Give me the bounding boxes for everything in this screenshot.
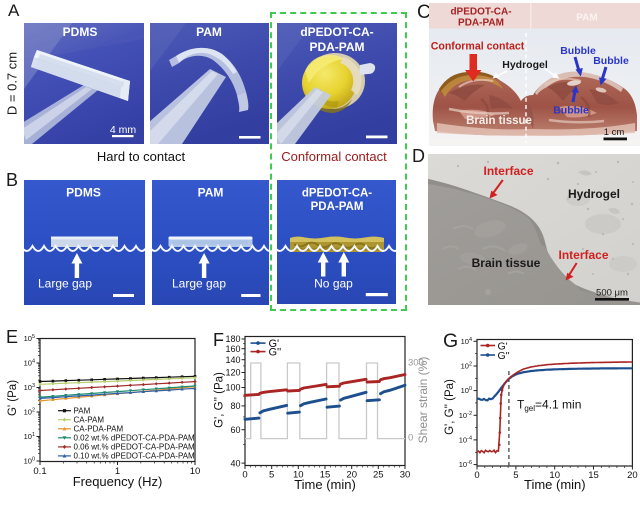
svg-text:PAM: PAM (196, 25, 222, 39)
svg-text:10: 10 (190, 466, 201, 477)
svg-text:CA-PAM: CA-PAM (74, 416, 105, 425)
svg-text:PDA-PAM: PDA-PAM (311, 201, 364, 213)
svg-text:103: 103 (24, 383, 35, 392)
svg-text:0.1: 0.1 (33, 466, 46, 477)
svg-text:120: 120 (225, 368, 240, 378)
svg-text:Tgel=4.1 min: Tgel=4.1 min (517, 398, 581, 414)
svg-text:Shear strain (%): Shear strain (%) (416, 357, 430, 444)
svg-text:0: 0 (474, 470, 479, 481)
svg-text:dPEDOT-CA-: dPEDOT-CA- (300, 25, 373, 39)
svg-text:25: 25 (373, 470, 384, 481)
svg-text:15: 15 (588, 470, 599, 481)
svg-text:40: 40 (230, 458, 240, 468)
svg-text:PDA-PAM: PDA-PAM (309, 40, 364, 54)
svg-text:Brain tissue: Brain tissue (466, 115, 532, 127)
svg-text:5: 5 (269, 470, 274, 481)
svg-text:300: 300 (408, 358, 424, 369)
svg-text:1 cm: 1 cm (603, 127, 624, 138)
svg-text:0: 0 (242, 470, 247, 481)
svg-text:G'': G'' (269, 347, 282, 359)
svg-text:No gap: No gap (314, 277, 353, 291)
svg-text:PAM: PAM (197, 186, 223, 200)
svg-text:Time (min): Time (min) (524, 477, 586, 492)
svg-text:180: 180 (225, 334, 240, 344)
svg-text:500 μm: 500 μm (596, 287, 628, 298)
svg-text:Frequency (Hz): Frequency (Hz) (73, 474, 163, 489)
svg-text:10-6: 10-6 (459, 460, 472, 469)
svg-text:PAM: PAM (74, 407, 91, 416)
svg-text:20: 20 (346, 470, 357, 481)
svg-text:G' (Pa): G' (Pa) (7, 380, 19, 416)
svg-text:Interface: Interface (483, 164, 533, 178)
svg-text:G': G' (269, 338, 280, 350)
svg-text:dPEDOT-CA-: dPEDOT-CA- (450, 7, 511, 18)
svg-text:PDMS: PDMS (66, 186, 101, 200)
svg-text:60: 60 (230, 425, 240, 435)
svg-text:100: 100 (461, 386, 472, 395)
svg-text:PDA-PAM: PDA-PAM (458, 18, 504, 29)
svg-text:Time (min): Time (min) (294, 477, 356, 492)
svg-text:Large gap: Large gap (171, 277, 225, 291)
svg-text:G'': G'' (498, 350, 510, 362)
svg-text:dPEDOT-CA-: dPEDOT-CA- (302, 188, 372, 200)
svg-text:102: 102 (24, 408, 35, 417)
svg-text:Hydrogel: Hydrogel (502, 59, 548, 71)
svg-text:5: 5 (513, 470, 518, 481)
svg-text:160: 160 (225, 344, 240, 354)
svg-text:Bubble: Bubble (593, 55, 629, 67)
svg-text:10-2: 10-2 (459, 411, 472, 420)
svg-text:140: 140 (225, 355, 240, 365)
svg-text:0.02 wt.% dPEDOT-CA-PDA-PAM: 0.02 wt.% dPEDOT-CA-PDA-PAM (74, 434, 196, 443)
svg-text:Interface: Interface (558, 248, 608, 262)
svg-text:Large gap: Large gap (37, 277, 91, 291)
svg-text:80: 80 (230, 401, 240, 411)
svg-text:1: 1 (115, 466, 120, 477)
svg-text:CA-PDA-PAM: CA-PDA-PAM (74, 425, 124, 434)
svg-text:104: 104 (24, 359, 35, 368)
svg-text:100: 100 (24, 457, 35, 466)
svg-text:Hydrogel: Hydrogel (567, 187, 619, 201)
svg-text:105: 105 (24, 334, 35, 343)
svg-text:Bubble: Bubble (553, 105, 589, 117)
svg-text:PAM: PAM (576, 13, 597, 24)
svg-text:101: 101 (24, 432, 35, 441)
svg-text:104: 104 (461, 337, 472, 346)
svg-text:G', G'' (Pa): G', G'' (Pa) (444, 379, 456, 435)
svg-text:30: 30 (400, 470, 411, 481)
svg-text:Bubble: Bubble (560, 45, 596, 57)
svg-text:0.06 wt.% dPEDOT-CA-PDA-PAM: 0.06 wt.% dPEDOT-CA-PDA-PAM (74, 443, 196, 452)
svg-text:Brain tissue: Brain tissue (471, 256, 540, 270)
svg-text:0: 0 (408, 433, 413, 444)
svg-text:100: 100 (225, 383, 240, 393)
svg-text:10: 10 (293, 470, 304, 481)
svg-text:0.10 wt.% dPEDOT-CA-PDA-PAM: 0.10 wt.% dPEDOT-CA-PDA-PAM (74, 452, 196, 461)
svg-text:G', G'' (Pa): G', G'' (Pa) (214, 372, 226, 428)
svg-text:15: 15 (320, 470, 331, 481)
svg-text:PDMS: PDMS (63, 25, 98, 39)
svg-text:4 mm: 4 mm (110, 124, 137, 136)
svg-text:Conformal contact: Conformal contact (430, 41, 524, 53)
svg-text:10: 10 (549, 470, 560, 481)
svg-text:10-4: 10-4 (459, 435, 472, 444)
svg-text:102: 102 (461, 362, 472, 371)
svg-text:G': G' (498, 341, 508, 353)
svg-text:20: 20 (627, 470, 638, 481)
